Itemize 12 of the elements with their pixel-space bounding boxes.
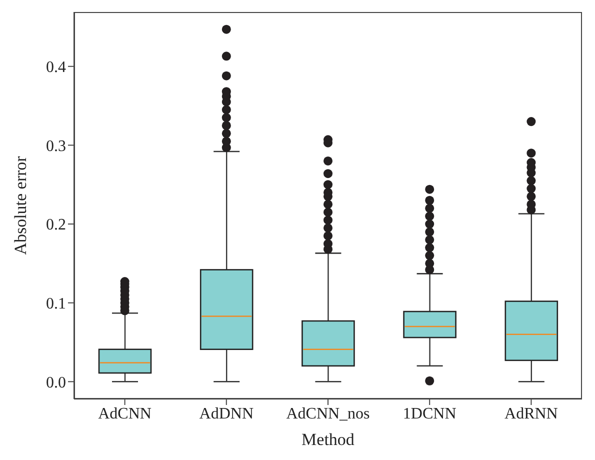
x-tick-label: AdRNN: [504, 405, 558, 422]
y-tick-label: 0.3: [46, 138, 66, 155]
x-axis-title: Method: [302, 430, 355, 450]
x-tick-label: 1DCNN: [402, 405, 457, 422]
y-tick-label: 0.2: [46, 216, 66, 234]
x-tick-label: AdCNN: [98, 405, 152, 422]
x-tick-label: AdCNN_nos: [286, 405, 370, 422]
y-tick-label: 0.4: [46, 59, 66, 76]
y-tick-label: 0.0: [46, 374, 66, 392]
y-axis-title: Absolute error: [11, 156, 30, 255]
y-tick-label: 0.1: [46, 296, 66, 313]
x-tick-label: AdDNN: [199, 405, 254, 422]
